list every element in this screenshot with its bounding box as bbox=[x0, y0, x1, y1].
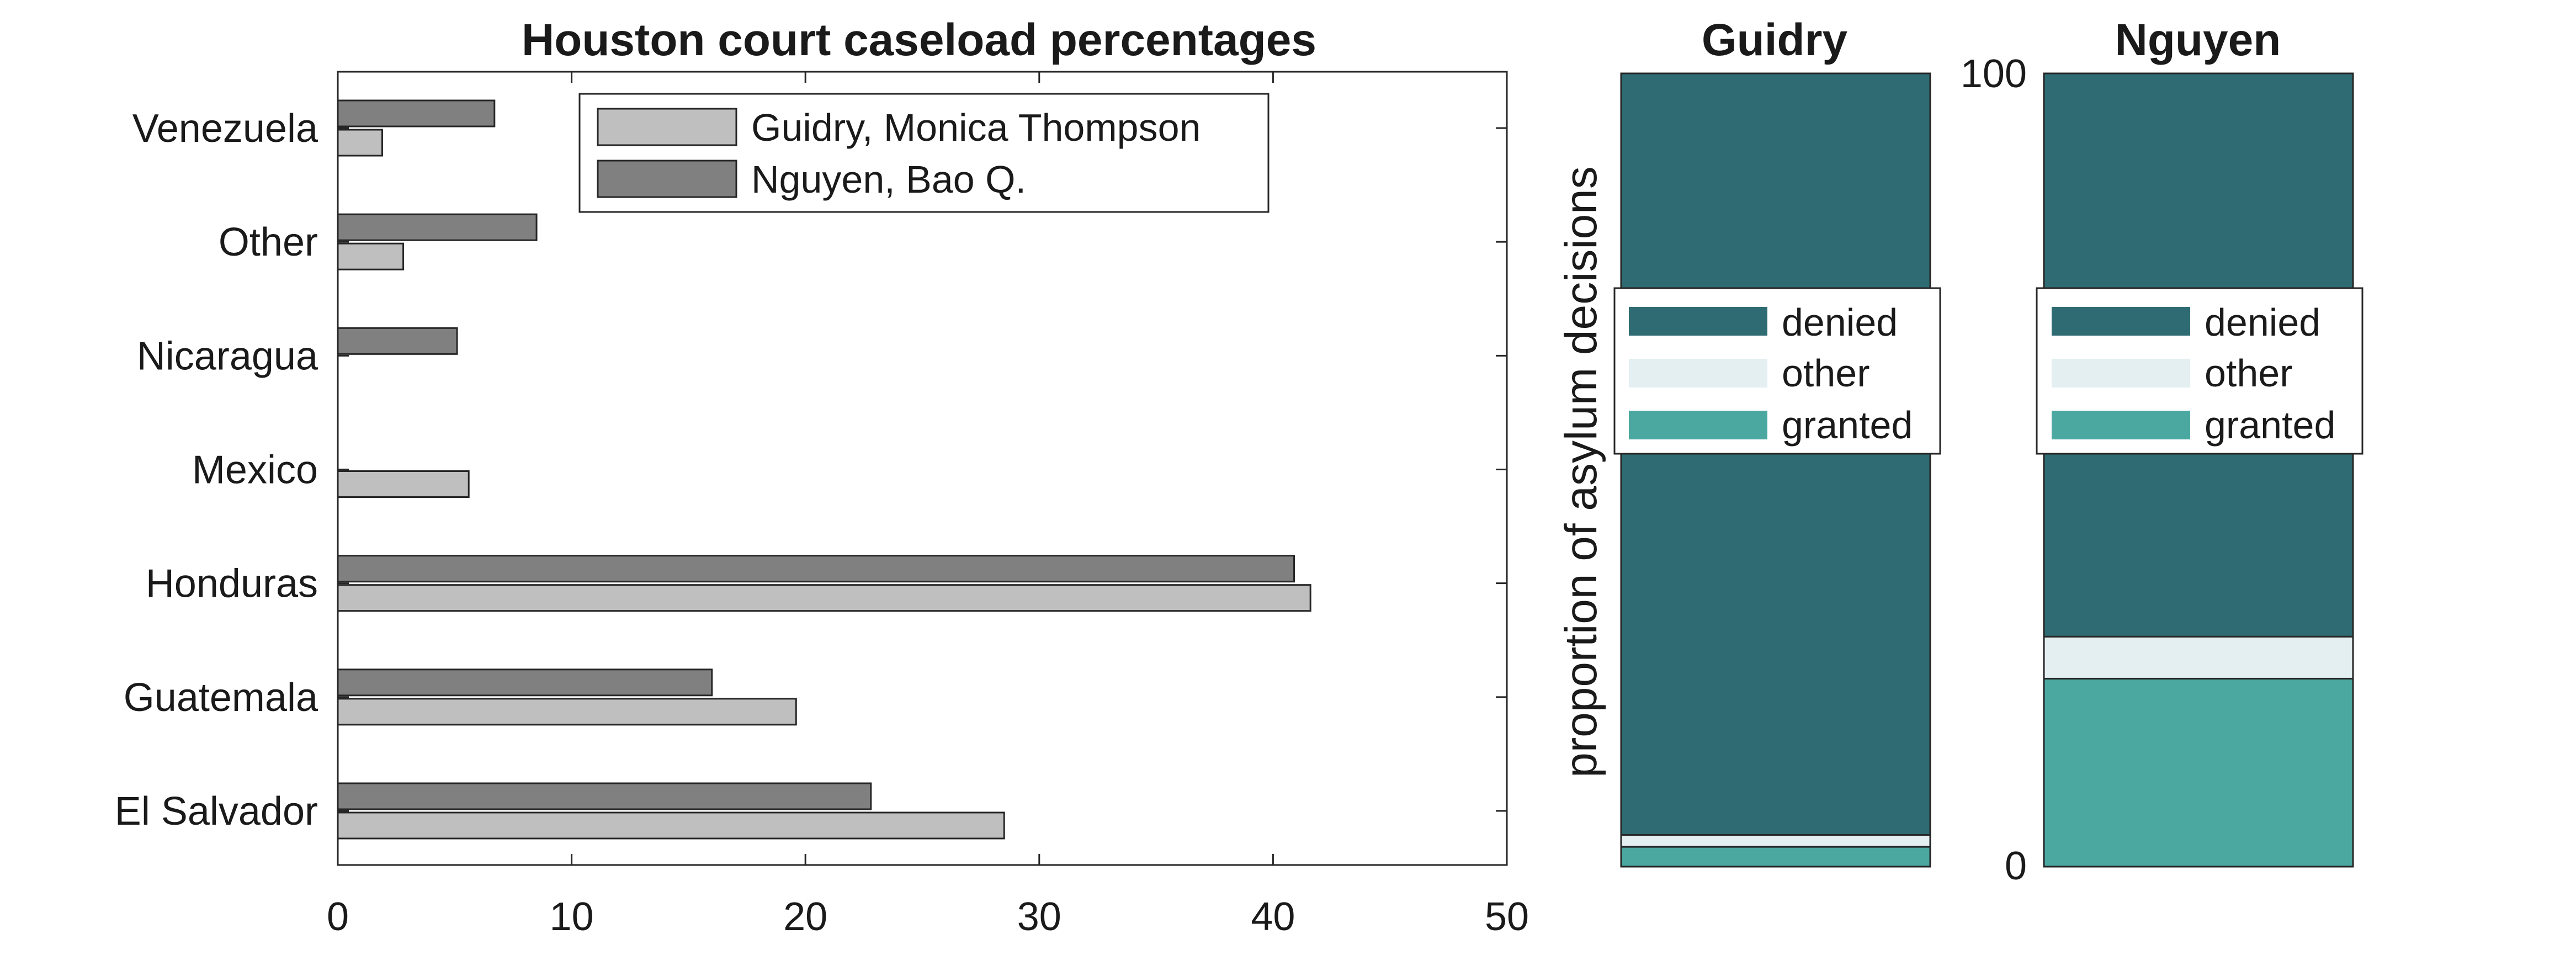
category-label: El Salvador bbox=[115, 789, 318, 834]
guidry-decisions-chart: Guidry denied other granted bbox=[1613, 15, 1941, 868]
bar bbox=[337, 698, 797, 726]
guidry-frame bbox=[1620, 72, 1931, 868]
legend-label-nguyen: Nguyen, Bao Q. bbox=[751, 158, 1026, 201]
bar bbox=[337, 668, 713, 697]
guidry-legend-swatch-granted bbox=[1629, 411, 1767, 439]
bar bbox=[337, 555, 1295, 583]
bar bbox=[337, 99, 496, 128]
nguyen-legend: denied other granted bbox=[2036, 287, 2363, 455]
x-tick-label: 40 bbox=[1251, 895, 1295, 939]
nguyen-title: Nguyen bbox=[2115, 15, 2281, 65]
guidry-legend-label-other: other bbox=[1782, 352, 1870, 395]
caseload-chart: Houston court caseload percentages Venez… bbox=[115, 15, 1529, 939]
x-tick-label: 10 bbox=[550, 895, 594, 939]
nguyen-legend-label-granted: granted bbox=[2205, 404, 2335, 447]
nguyen-legend-label-other: other bbox=[2205, 352, 2293, 395]
bar bbox=[337, 213, 538, 241]
legend-swatch-nguyen bbox=[597, 160, 737, 198]
bar bbox=[337, 584, 1311, 612]
x-tick-label: 0 bbox=[327, 895, 349, 939]
category-label: Guatemala bbox=[124, 676, 318, 720]
x-tick-labels: 0 10 20 30 40 50 bbox=[327, 895, 1529, 939]
nguyen-y-tick-label: 0 bbox=[2005, 844, 2027, 888]
bar bbox=[337, 782, 872, 810]
guidry-legend-swatch-denied bbox=[1629, 307, 1767, 336]
tick-marks bbox=[337, 72, 1508, 865]
bar bbox=[337, 129, 383, 157]
bar bbox=[337, 811, 1005, 840]
stack-segment-granted bbox=[2043, 677, 2354, 868]
nguyen-legend-swatch-granted bbox=[2052, 411, 2190, 439]
category-labels: Venezuela Other Nicaragua Mexico Honduras Gua… bbox=[115, 107, 318, 834]
legend: Guidry, Monica Thompson Nguyen, Bao Q. bbox=[578, 93, 1270, 213]
nguyen-stacked-bar bbox=[2043, 72, 2354, 868]
legend-label-guidry: Guidry, Monica Thompson bbox=[751, 106, 1201, 149]
nguyen-legend-label-denied: denied bbox=[2205, 301, 2320, 344]
nguyen-frame bbox=[2043, 72, 2354, 868]
category-label: Venezuela bbox=[132, 107, 318, 151]
y-axis-label: proportion of asylum decisions bbox=[1556, 166, 1606, 778]
guidry-legend: denied other granted bbox=[1613, 287, 1941, 455]
stack-segment-other bbox=[2043, 635, 2354, 680]
guidry-legend-swatch-other bbox=[1629, 359, 1767, 388]
bars bbox=[337, 99, 1311, 840]
category-label: Other bbox=[219, 220, 318, 264]
bar bbox=[337, 470, 470, 498]
x-tick-label: 30 bbox=[1017, 895, 1061, 939]
x-tick-label: 20 bbox=[783, 895, 827, 939]
category-label: Nicaragua bbox=[137, 334, 318, 378]
nguyen-decisions-chart: Nguyen 100 0 denied other granted bbox=[1961, 15, 2363, 888]
bar bbox=[337, 327, 458, 355]
x-tick-label: 50 bbox=[1485, 895, 1529, 939]
legend-swatch-guidry bbox=[597, 108, 737, 146]
guidry-legend-label-granted: granted bbox=[1782, 404, 1913, 447]
category-label: Mexico bbox=[192, 448, 318, 492]
stack-segment-other bbox=[1620, 834, 1931, 848]
stack-segment-granted bbox=[1620, 846, 1931, 868]
nguyen-y-tick-label: 100 bbox=[1961, 52, 2027, 96]
guidry-stacked-bar bbox=[1620, 72, 1931, 868]
nguyen-legend-swatch-other bbox=[2052, 359, 2190, 388]
guidry-legend-label-denied: denied bbox=[1782, 301, 1898, 344]
bar bbox=[337, 242, 405, 270]
chart-title: Houston court caseload percentages bbox=[522, 15, 1316, 65]
category-label: Honduras bbox=[146, 562, 318, 606]
guidry-title: Guidry bbox=[1702, 15, 1848, 65]
nguyen-legend-swatch-denied bbox=[2052, 307, 2190, 336]
